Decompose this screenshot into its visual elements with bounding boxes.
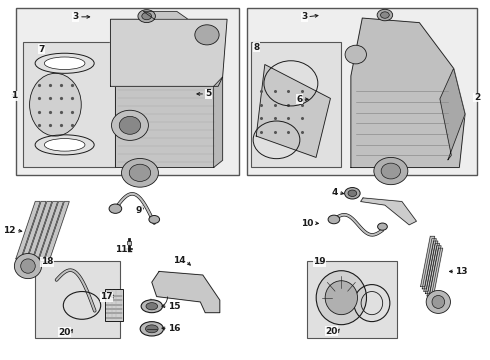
- Polygon shape: [214, 77, 222, 167]
- Polygon shape: [45, 202, 69, 259]
- Ellipse shape: [381, 163, 400, 179]
- Polygon shape: [27, 202, 52, 259]
- Text: 3: 3: [301, 12, 307, 21]
- Ellipse shape: [119, 116, 141, 134]
- Ellipse shape: [345, 45, 367, 64]
- Ellipse shape: [374, 157, 408, 185]
- Polygon shape: [152, 271, 220, 313]
- Text: 18: 18: [41, 257, 53, 266]
- Text: 20: 20: [325, 327, 338, 336]
- Ellipse shape: [316, 271, 367, 325]
- Ellipse shape: [141, 300, 163, 313]
- Circle shape: [381, 12, 389, 18]
- Circle shape: [138, 10, 155, 23]
- Circle shape: [109, 204, 122, 213]
- Text: 8: 8: [254, 43, 260, 52]
- Text: 9: 9: [136, 206, 142, 215]
- Polygon shape: [429, 248, 442, 298]
- Polygon shape: [256, 64, 330, 157]
- Polygon shape: [16, 202, 40, 259]
- Polygon shape: [143, 12, 188, 19]
- Text: 2: 2: [474, 93, 480, 102]
- Ellipse shape: [112, 110, 148, 140]
- Bar: [23, 42, 115, 167]
- Ellipse shape: [45, 139, 85, 151]
- Ellipse shape: [29, 73, 81, 136]
- Ellipse shape: [140, 321, 164, 336]
- Ellipse shape: [21, 259, 35, 273]
- Ellipse shape: [195, 25, 219, 45]
- Circle shape: [344, 188, 360, 199]
- Text: 20: 20: [58, 328, 71, 337]
- Polygon shape: [111, 19, 227, 86]
- Text: 19: 19: [313, 257, 326, 266]
- Text: 3: 3: [73, 12, 79, 21]
- Text: 5: 5: [205, 89, 212, 98]
- Polygon shape: [427, 246, 441, 296]
- Text: 17: 17: [100, 292, 113, 301]
- Text: 14: 14: [173, 256, 186, 265]
- Bar: [307, 261, 397, 338]
- Ellipse shape: [14, 253, 42, 279]
- Polygon shape: [33, 202, 58, 259]
- Polygon shape: [361, 198, 416, 225]
- Polygon shape: [422, 239, 436, 289]
- Circle shape: [149, 216, 160, 224]
- Ellipse shape: [45, 57, 85, 69]
- Text: 15: 15: [168, 302, 180, 311]
- Bar: [251, 42, 341, 167]
- Ellipse shape: [146, 303, 158, 310]
- Polygon shape: [440, 68, 465, 160]
- Text: 6: 6: [296, 95, 302, 104]
- Polygon shape: [425, 243, 440, 294]
- Bar: [16, 8, 239, 175]
- Circle shape: [377, 9, 392, 21]
- Text: 13: 13: [455, 267, 468, 276]
- Polygon shape: [39, 202, 63, 259]
- Text: 7: 7: [39, 45, 45, 54]
- Bar: [246, 8, 477, 175]
- Polygon shape: [22, 202, 46, 259]
- Ellipse shape: [432, 296, 444, 309]
- Ellipse shape: [122, 158, 158, 187]
- Ellipse shape: [129, 164, 150, 181]
- Bar: [105, 289, 123, 320]
- Text: 16: 16: [168, 324, 180, 333]
- Ellipse shape: [426, 291, 450, 314]
- Text: 12: 12: [3, 226, 16, 235]
- Bar: [127, 241, 131, 245]
- Text: 1: 1: [11, 91, 18, 100]
- Ellipse shape: [325, 281, 358, 315]
- Ellipse shape: [146, 325, 158, 333]
- Polygon shape: [420, 236, 435, 287]
- Text: 4: 4: [331, 188, 338, 197]
- Circle shape: [142, 13, 151, 20]
- Bar: [35, 261, 120, 338]
- Polygon shape: [424, 241, 438, 291]
- Circle shape: [378, 223, 387, 230]
- Text: 11: 11: [115, 246, 127, 255]
- Bar: [115, 86, 214, 167]
- Text: 10: 10: [301, 219, 314, 228]
- Polygon shape: [351, 18, 465, 167]
- Circle shape: [328, 215, 340, 224]
- Circle shape: [348, 190, 357, 197]
